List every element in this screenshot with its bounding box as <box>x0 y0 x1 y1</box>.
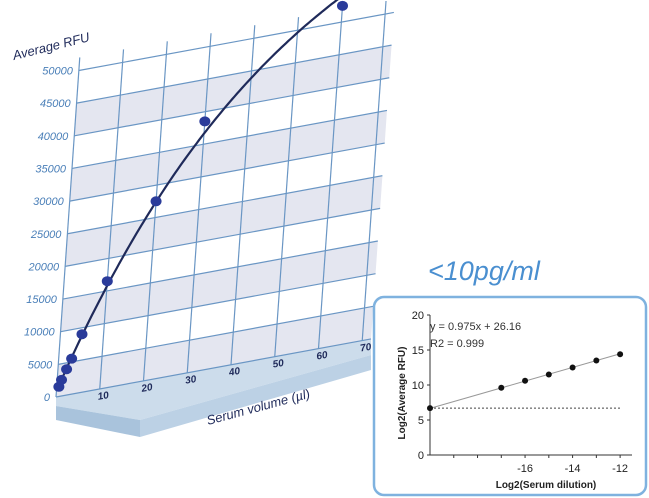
data-point <box>101 276 113 287</box>
grid-line-vertical <box>317 9 343 349</box>
grid-band <box>65 175 383 267</box>
inset-equation: y = 0.975x + 26.16 <box>430 321 521 333</box>
y-tick-label: 25000 <box>30 229 62 241</box>
x-tick-label: 10 <box>97 390 110 403</box>
data-point <box>76 329 88 340</box>
inset-y-tick-labels: 0 5 10 15 20 <box>412 310 424 462</box>
y-tick-label: 45000 <box>40 98 71 110</box>
inset-x-tick-label: -12 <box>612 463 628 475</box>
grid-line-vertical <box>274 17 300 357</box>
x-tick-label: 50 <box>272 358 285 371</box>
inset-axes <box>427 314 632 458</box>
grid-line-vertical <box>55 57 81 398</box>
grid-band <box>69 110 387 202</box>
data-point <box>66 353 78 364</box>
grid-line-vertical <box>142 41 168 381</box>
grid-band <box>74 45 392 136</box>
x-tick-label: 70 <box>359 342 372 355</box>
inset-data-point <box>593 357 600 364</box>
grid-line-vertical <box>230 25 256 365</box>
y-tick-label: 5000 <box>28 359 53 371</box>
base-slab-front <box>56 406 140 437</box>
inset-y-tick-label: 0 <box>418 450 424 462</box>
data-point <box>61 364 73 375</box>
x-tick-labels: 10 20 30 40 50 60 70 <box>97 342 373 403</box>
x-tick-label: 40 <box>227 366 241 379</box>
inset-data-points <box>427 351 624 412</box>
base-slab-side <box>140 355 371 437</box>
inset-r-squared: R2 = 0.999 <box>430 338 484 350</box>
grid-line-vertical <box>361 0 387 341</box>
inset-data-point <box>617 351 624 358</box>
y-tick-label: 20000 <box>28 261 60 273</box>
inset-x-tick-label: -16 <box>517 463 533 475</box>
data-point <box>150 196 162 207</box>
grid-bands <box>56 45 392 397</box>
y-tick-label: 50000 <box>42 66 73 78</box>
fit-curve <box>55 0 339 392</box>
data-point <box>336 0 348 11</box>
y-tick-label: 15000 <box>26 294 57 306</box>
detection-limit-label: <10pg/ml <box>428 256 541 286</box>
inset-x-tick-label: -14 <box>565 463 581 475</box>
y-tick-labels: 0 5000 10000 15000 20000 25000 30000 35000 40000… <box>24 66 74 405</box>
data-point <box>199 116 211 127</box>
inset-data-point <box>569 364 576 371</box>
inset-y-tick-label: 15 <box>412 345 424 357</box>
y-tick-label: 35000 <box>35 163 66 175</box>
grid-line-vertical <box>186 33 212 373</box>
y-tick-label: 0 <box>44 392 51 404</box>
y-tick-label: 40000 <box>38 131 69 143</box>
inset-data-point <box>427 405 433 412</box>
inset-data-point <box>498 384 505 391</box>
data-point <box>56 374 68 385</box>
x-tick-label: 30 <box>184 374 197 387</box>
grid-band <box>60 241 378 332</box>
inset-frame <box>372 295 648 497</box>
inset-chart: 0 5 10 15 20 -16 -14 -12 y = 0.975x + 26.16 R2… <box>372 295 648 497</box>
grid-lines <box>55 0 394 398</box>
data-points <box>53 0 348 392</box>
inset-y-tick-label: 10 <box>412 380 424 392</box>
y-tick-label: 30000 <box>33 196 64 208</box>
inset-y-axis-label: Log2(Average RFU) <box>397 347 408 440</box>
grid-line-vertical <box>99 49 125 389</box>
x-tick-label: 60 <box>316 350 329 363</box>
inset-y-tick-label: 5 <box>418 415 424 427</box>
inset-data-point <box>545 371 552 378</box>
inset-x-tick-labels: -16 -14 -12 <box>517 463 628 475</box>
inset-x-axis-label: Log2(Serum dilution) <box>496 480 597 491</box>
base-slab-top <box>56 339 371 420</box>
main-chart: 0 5000 10000 15000 20000 25000 30000 35000 40000… <box>10 0 394 437</box>
inset-y-tick-label: 20 <box>412 310 424 322</box>
grid-band <box>56 306 374 397</box>
x-tick-label: 20 <box>140 382 154 395</box>
inset-data-point <box>522 377 529 384</box>
y-tick-label: 10000 <box>24 327 55 339</box>
